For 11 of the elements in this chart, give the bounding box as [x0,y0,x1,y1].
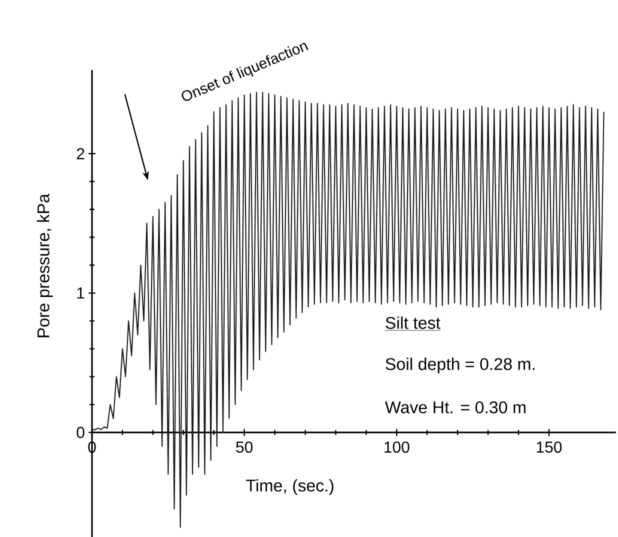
y-tick-label: 2 [76,148,84,160]
annotation: Silt test [386,316,440,329]
y-axis-title: Pore pressure, kPa [36,194,53,338]
x-tick-label: 50 [236,441,253,453]
annotation: Soil depth = 0.28 m. [386,358,534,374]
x-tick-label: 100 [384,441,410,453]
x-axis-title: Time, (sec.) [246,479,334,495]
y-tick-label: 0 [76,426,84,438]
y-tick-label: 1 [77,288,84,299]
annotation: Wave Ht. = 0.30 m [385,401,526,414]
x-tick-label: 150 [536,441,562,453]
